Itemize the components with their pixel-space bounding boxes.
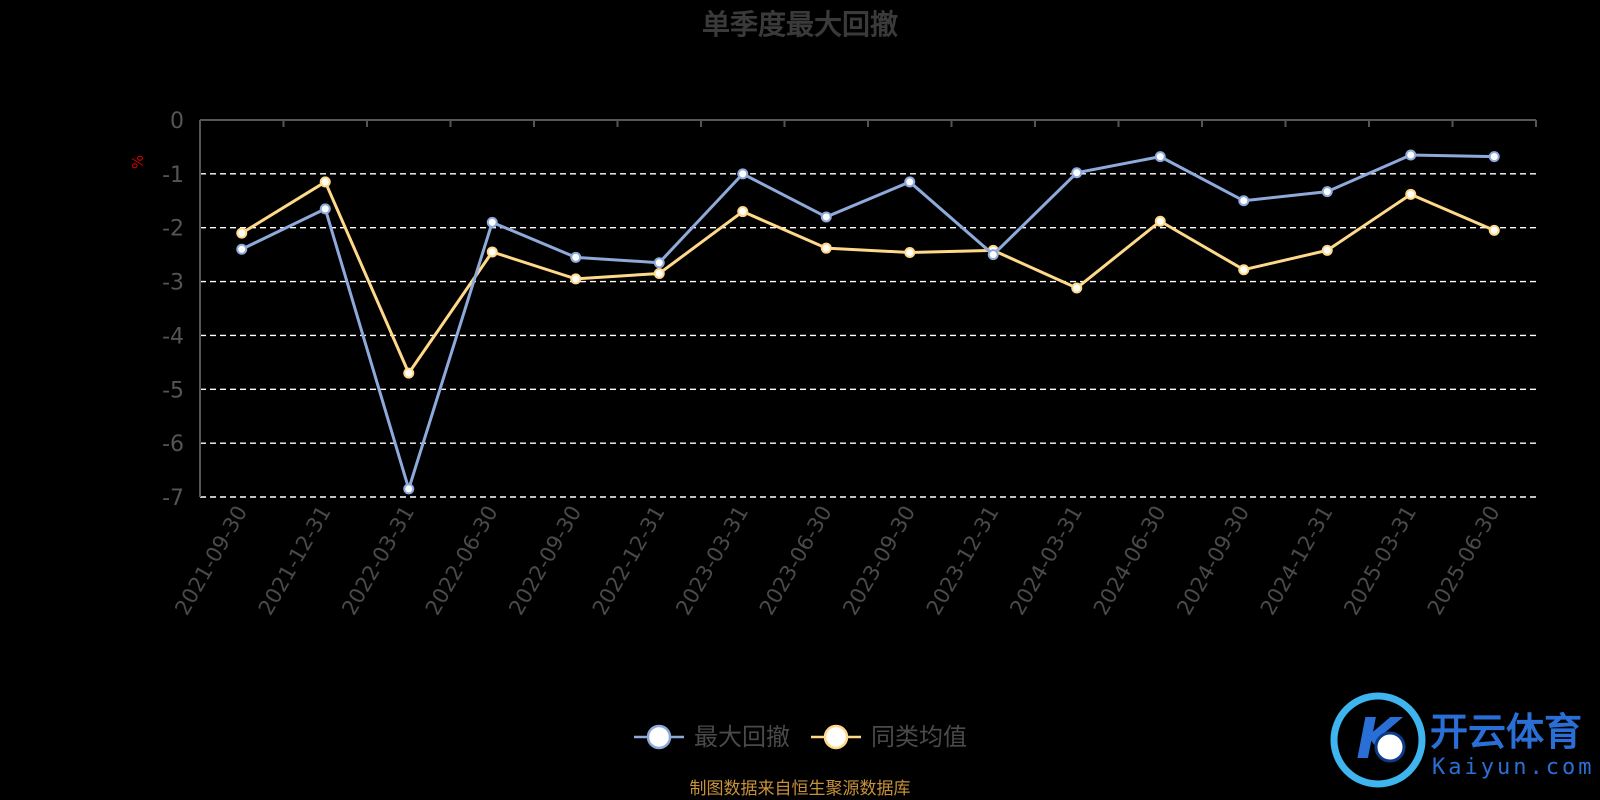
watermark-logo: K 开云体育 Kaiyun.com xyxy=(1330,692,1594,788)
x-tick-label: 2023-09-30 xyxy=(838,502,920,620)
data-point xyxy=(737,206,749,218)
y-axis-unit-label: % xyxy=(129,155,147,169)
y-tick-label: 0 xyxy=(170,109,184,134)
x-tick-label: 2022-09-30 xyxy=(504,502,586,620)
data-point xyxy=(319,176,331,188)
legend-label: 最大回撤 xyxy=(694,723,790,751)
chart-title: 单季度最大回撤 xyxy=(702,8,898,41)
data-point xyxy=(1488,151,1500,163)
y-axis-ticks: 0 -1 -2 -3 -4 -5 -6 -7 xyxy=(162,109,184,511)
data-point xyxy=(987,249,999,261)
data-point xyxy=(486,216,498,228)
data-point xyxy=(904,176,916,188)
data-point xyxy=(820,211,832,223)
legend-item-max-drawdown[interactable]: 最大回撤 xyxy=(634,723,790,751)
data-point xyxy=(1154,151,1166,163)
logo-brand-cn: 开云体育 xyxy=(1430,710,1582,754)
x-tick-label: 2023-12-31 xyxy=(922,502,1004,620)
data-point xyxy=(1154,215,1166,227)
data-point xyxy=(1071,282,1083,294)
logo-brand-en: Kaiyun.com xyxy=(1432,755,1594,780)
y-tick-label: -6 xyxy=(162,432,184,457)
legend-item-peer-average[interactable]: 同类均值 xyxy=(811,723,967,751)
data-point xyxy=(1071,167,1083,179)
data-source-note: 制图数据来自恒生聚源数据库 xyxy=(690,779,911,799)
data-point xyxy=(1238,195,1250,207)
series-lines xyxy=(236,149,1500,495)
data-point xyxy=(1321,186,1333,198)
series-line-0 xyxy=(241,153,1495,491)
x-axis-ticks: 2021-09-30 2021-12-31 2022-03-31 2022-06-30… xyxy=(170,502,1504,620)
x-tick-label: 2021-09-30 xyxy=(170,502,252,620)
x-tick-label: 2022-03-31 xyxy=(337,502,419,620)
x-tick-label: 2022-06-30 xyxy=(421,502,503,620)
legend-swatch-marker xyxy=(646,724,672,750)
x-tick-label: 2024-09-30 xyxy=(1172,502,1254,620)
axes xyxy=(199,119,1537,497)
data-point xyxy=(820,242,832,254)
x-tick-label: 2023-03-31 xyxy=(671,502,753,620)
legend[interactable]: 最大回撤 同类均值 xyxy=(634,723,967,751)
x-tick-label: 2024-03-31 xyxy=(1005,502,1087,620)
data-point xyxy=(1238,264,1250,276)
data-point xyxy=(653,257,665,269)
legend-swatch-marker xyxy=(823,724,849,750)
x-tick-label: 2025-06-30 xyxy=(1423,502,1505,620)
y-tick-label: -2 xyxy=(162,217,184,242)
data-point xyxy=(1405,188,1417,200)
data-point xyxy=(904,246,916,258)
data-point xyxy=(737,168,749,180)
data-point xyxy=(570,251,582,263)
data-point xyxy=(319,203,331,215)
data-point xyxy=(236,243,248,255)
data-point xyxy=(1321,244,1333,256)
data-point xyxy=(1405,149,1417,161)
data-point xyxy=(486,246,498,258)
y-tick-label: -4 xyxy=(162,324,184,349)
data-point xyxy=(570,273,582,285)
data-point xyxy=(403,483,415,495)
data-point xyxy=(1488,224,1500,236)
x-tick-label: 2021-12-31 xyxy=(254,502,336,620)
y-tick-label: -3 xyxy=(162,271,184,296)
grid-lines xyxy=(200,173,1536,498)
x-tick-label: 2022-12-31 xyxy=(588,502,670,620)
legend-label: 同类均值 xyxy=(871,723,967,751)
y-tick-label: -7 xyxy=(162,486,184,511)
y-tick-label: -1 xyxy=(162,163,184,188)
logo-ring xyxy=(1330,692,1426,788)
series-line-1 xyxy=(240,180,1495,375)
x-tick-label: 2024-06-30 xyxy=(1089,502,1171,620)
data-point xyxy=(653,267,665,279)
y-tick-label: -5 xyxy=(162,378,184,403)
soccer-ball-icon xyxy=(1374,731,1406,763)
x-tick-label: 2024-12-31 xyxy=(1256,502,1338,620)
x-tick-label: 2023-06-30 xyxy=(755,502,837,620)
data-point xyxy=(403,367,415,379)
data-point xyxy=(236,227,248,239)
x-tick-label: 2025-03-31 xyxy=(1339,502,1421,620)
